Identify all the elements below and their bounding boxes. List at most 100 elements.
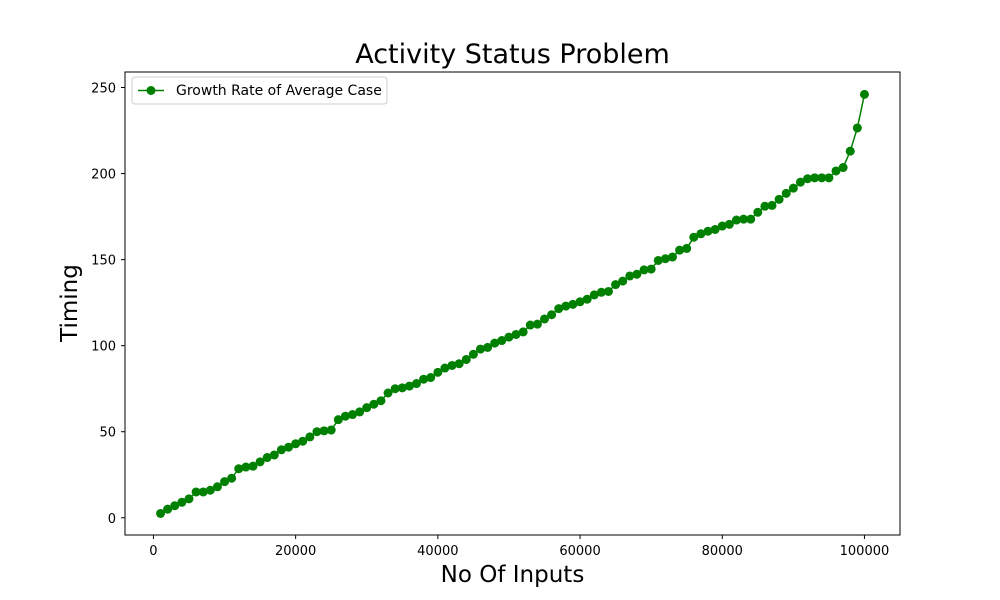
data-point (539, 314, 549, 324)
data-point (852, 123, 862, 133)
data-point (760, 201, 770, 211)
data-point (561, 301, 571, 311)
data-point (596, 287, 606, 297)
y-tick-label: 250 (91, 81, 116, 96)
data-point (625, 271, 635, 281)
data-point (383, 388, 393, 398)
data-point (262, 453, 272, 463)
data-point (170, 501, 180, 511)
series-layer (156, 89, 869, 518)
data-point (838, 163, 848, 173)
data-point (348, 410, 358, 420)
data-point (483, 342, 493, 352)
chart-title: Activity Status Problem (355, 39, 670, 70)
x-tick-label: 80000 (702, 544, 743, 559)
data-point (803, 174, 813, 184)
legend-entry-label: Growth Rate of Average Case (176, 83, 382, 99)
legend-box (131, 76, 388, 105)
data-point (220, 477, 230, 487)
data-point (589, 290, 599, 300)
data-point (319, 426, 329, 436)
data-point (739, 214, 749, 224)
data-point (518, 327, 528, 337)
data-point (184, 494, 194, 504)
data-point (611, 280, 621, 290)
data-point (504, 332, 514, 342)
data-point (390, 384, 400, 394)
data-point (191, 487, 201, 497)
x-tick-label: 0 (149, 544, 157, 559)
data-point (682, 243, 692, 253)
data-point (362, 403, 372, 413)
data-point (198, 487, 208, 497)
data-point (227, 473, 237, 483)
data-point (554, 304, 564, 314)
y-axis: 0 50 100 150 200 250 (91, 81, 125, 527)
data-point (788, 183, 798, 193)
data-point (298, 436, 308, 446)
data-point (291, 439, 301, 449)
data-point (412, 379, 422, 389)
data-point (404, 381, 414, 391)
data-point (163, 504, 173, 514)
data-point (255, 457, 265, 467)
x-axis-label: No Of Inputs (441, 562, 585, 588)
data-point (575, 297, 585, 307)
data-point (376, 396, 386, 406)
y-tick-label: 100 (91, 340, 116, 355)
data-point (511, 329, 521, 339)
data-point (276, 445, 286, 455)
data-point (532, 319, 542, 329)
data-point (333, 415, 343, 425)
data-point (831, 166, 841, 176)
data-point (810, 173, 820, 183)
data-point (795, 177, 805, 187)
data-point (433, 367, 443, 377)
data-point (497, 336, 507, 346)
data-point (824, 173, 834, 183)
data-point (177, 497, 187, 507)
x-tick-label: 60000 (559, 544, 600, 559)
x-tick-label: 40000 (417, 544, 458, 559)
data-point (205, 485, 215, 495)
data-point (447, 360, 457, 370)
data-point (696, 229, 706, 239)
plot-frame (124, 71, 901, 536)
data-point (859, 89, 869, 99)
data-point (675, 245, 685, 255)
data-point (212, 482, 222, 492)
data-point (717, 221, 727, 231)
data-point (845, 146, 855, 156)
data-point (525, 320, 535, 330)
data-point (369, 399, 379, 409)
data-point (248, 461, 258, 471)
data-point (312, 427, 322, 437)
data-point (781, 188, 791, 198)
x-tick-label: 100000 (840, 544, 890, 559)
data-point (639, 265, 649, 275)
y-axis-label: Timing (57, 264, 83, 343)
y-tick-label: 0 (108, 512, 116, 527)
data-point (817, 173, 827, 183)
data-point (753, 207, 763, 217)
data-point (326, 425, 336, 435)
y-tick-label: 200 (91, 168, 116, 183)
data-point (618, 276, 628, 286)
data-point (355, 407, 365, 417)
data-point (547, 310, 557, 320)
data-point (397, 383, 407, 393)
data-point (284, 442, 294, 452)
data-point (653, 255, 663, 265)
y-tick-label: 50 (99, 426, 116, 441)
data-point (241, 462, 251, 472)
data-point (724, 219, 734, 229)
data-point (454, 359, 464, 369)
data-point (234, 464, 244, 474)
data-point (461, 354, 471, 364)
data-point (646, 264, 656, 274)
data-point (689, 232, 699, 242)
data-point (476, 344, 486, 354)
data-point (710, 224, 720, 234)
